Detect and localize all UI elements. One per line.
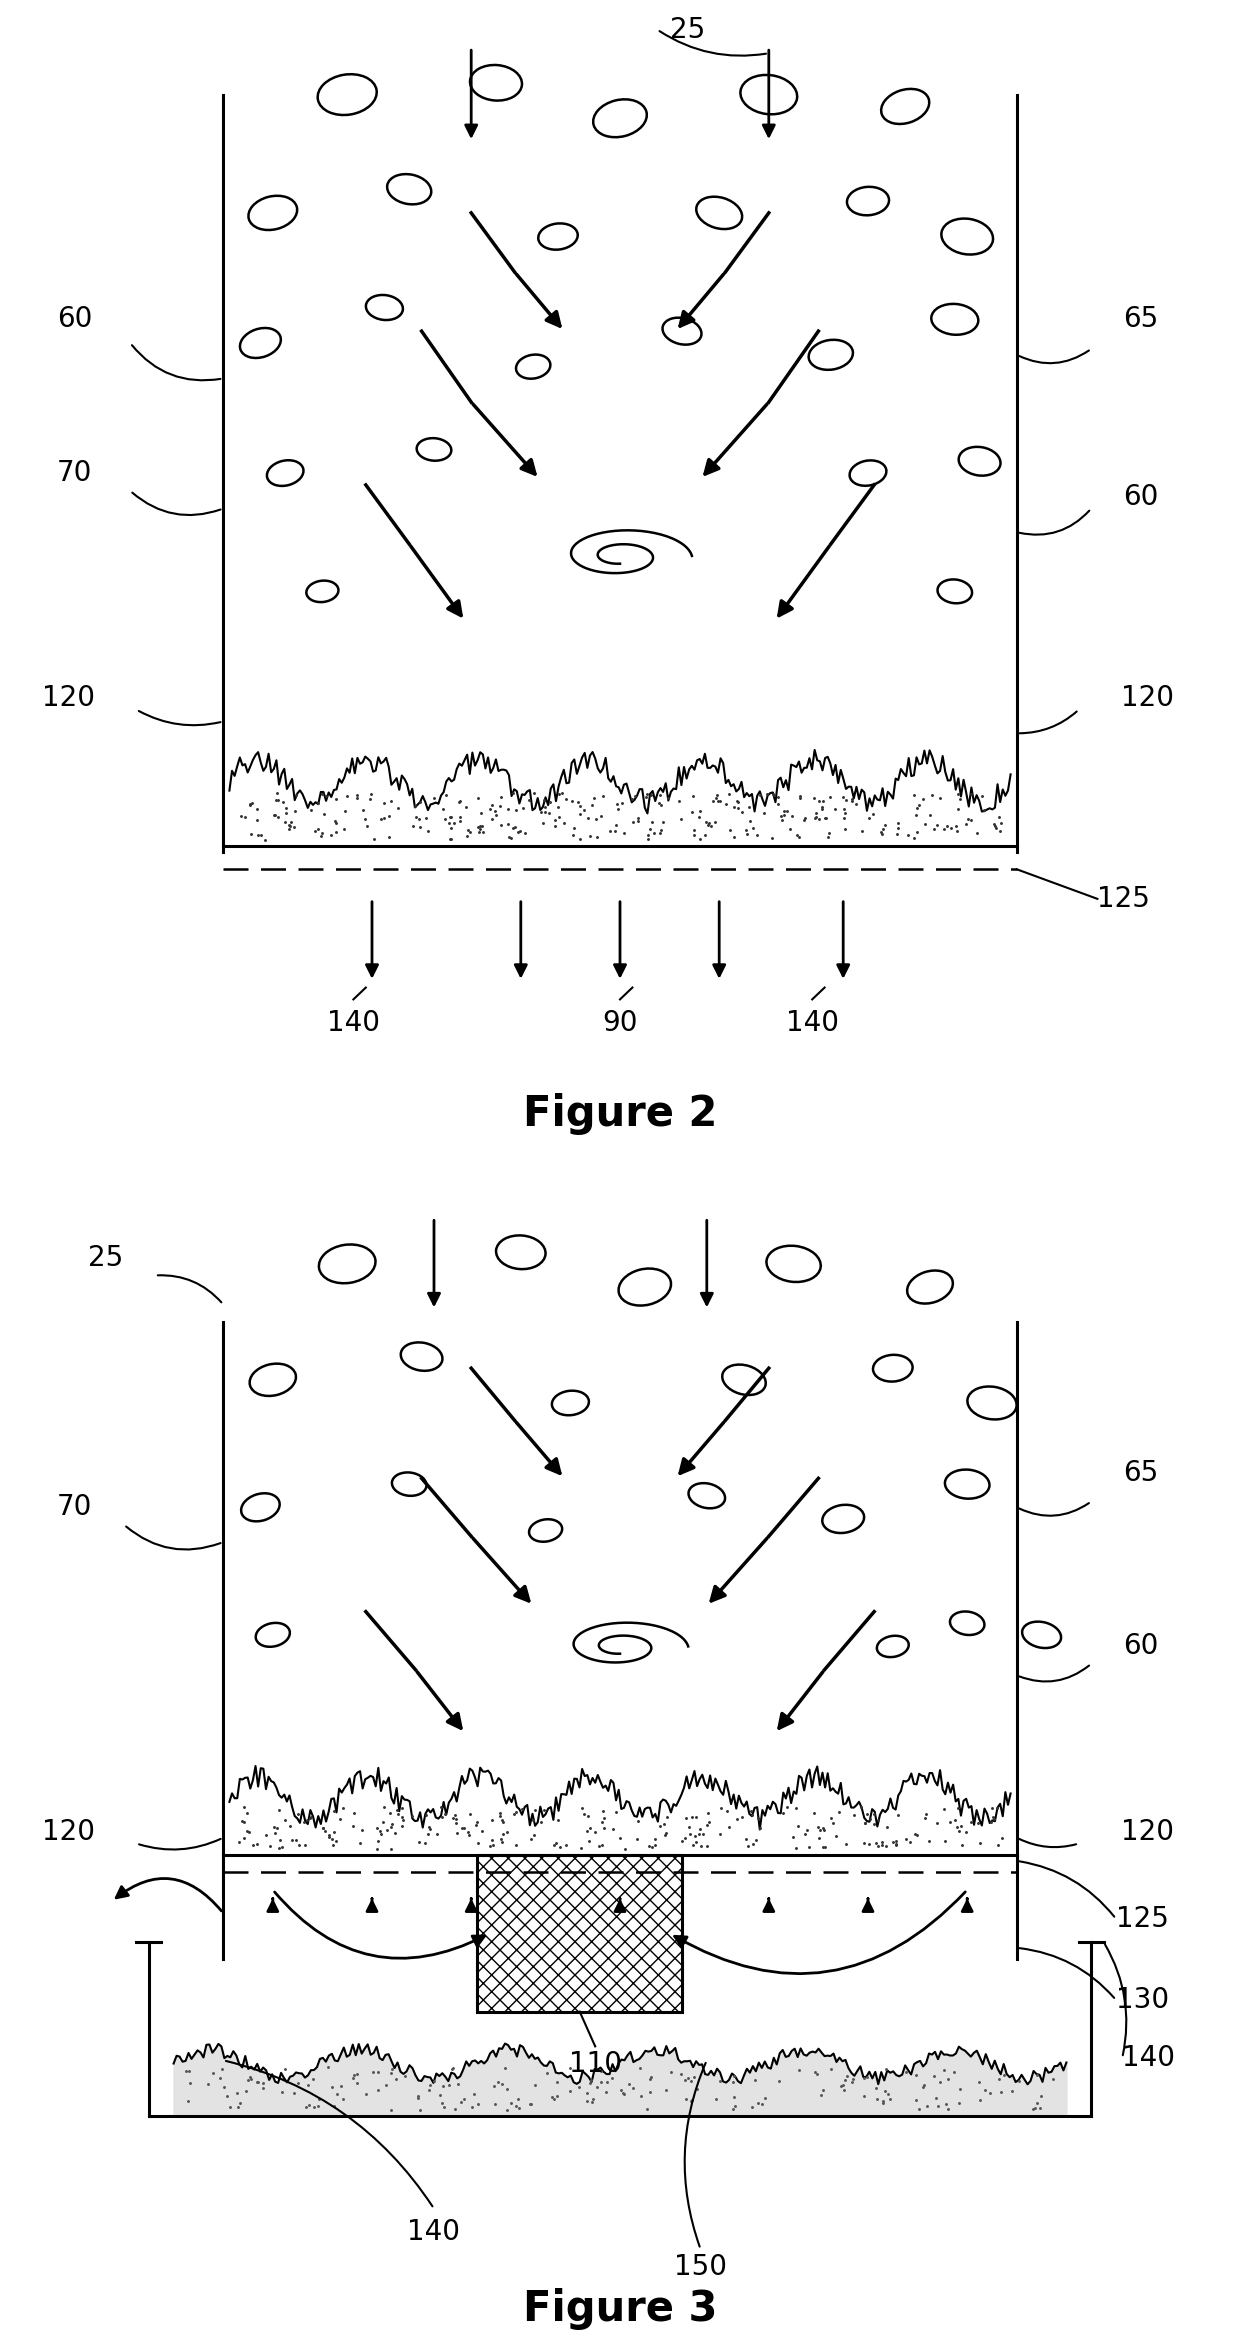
Text: 60: 60 <box>1123 1632 1158 1660</box>
Text: 140: 140 <box>786 1009 838 1038</box>
Text: 70: 70 <box>57 459 92 487</box>
Text: 65: 65 <box>1123 304 1158 333</box>
Text: 25: 25 <box>88 1244 123 1272</box>
Text: 150: 150 <box>675 2253 727 2281</box>
Text: 140: 140 <box>1122 2045 1176 2073</box>
Text: 140: 140 <box>408 2218 460 2246</box>
Text: Figure 2: Figure 2 <box>523 1094 717 1136</box>
Text: 60: 60 <box>1123 482 1158 511</box>
Text: 125: 125 <box>1116 1904 1169 1932</box>
Text: 125: 125 <box>1097 885 1151 913</box>
Text: 120: 120 <box>42 1817 94 1845</box>
Text: 90: 90 <box>603 1009 637 1038</box>
Text: 60: 60 <box>57 304 92 333</box>
Text: Figure 3: Figure 3 <box>523 2288 717 2330</box>
Text: 140: 140 <box>327 1009 379 1038</box>
Text: 120: 120 <box>42 684 94 712</box>
Text: 70: 70 <box>57 1494 92 1522</box>
Text: 130: 130 <box>1116 1986 1169 2014</box>
Bar <box>477 1855 682 2012</box>
Text: 110: 110 <box>569 2049 621 2077</box>
Text: 120: 120 <box>1121 1817 1173 1845</box>
Text: 65: 65 <box>1123 1459 1158 1487</box>
Text: 120: 120 <box>1121 684 1173 712</box>
Text: 25: 25 <box>670 16 704 44</box>
